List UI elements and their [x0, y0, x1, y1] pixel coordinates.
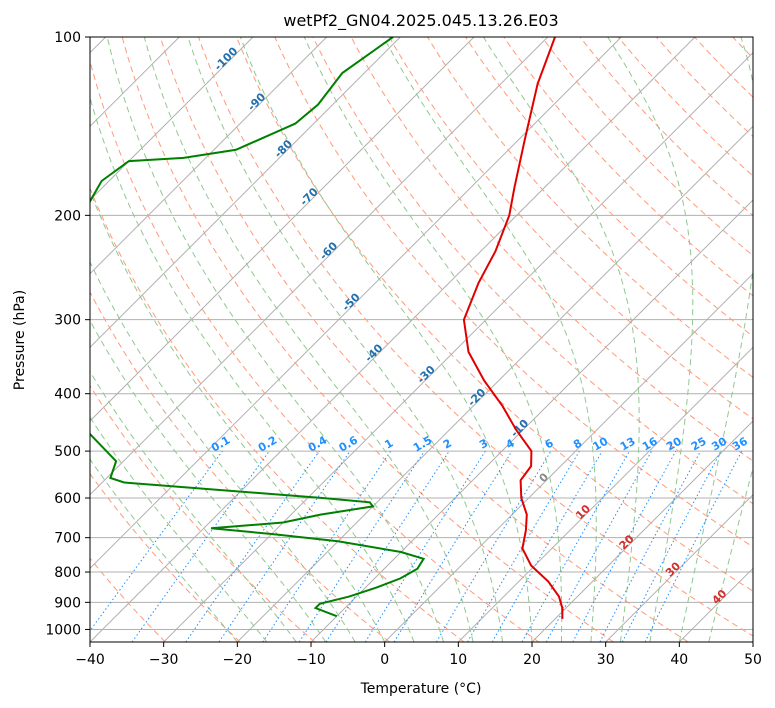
- plot-frame: [89, 36, 754, 643]
- dry-adiabat: [312, 37, 753, 505]
- y-tick-label: 700: [54, 531, 81, 547]
- isotherm-line: [384, 272, 753, 642]
- y-tick-label: 400: [54, 387, 81, 403]
- moist-adiabat: [678, 37, 753, 642]
- dry-adiabat: [121, 37, 614, 642]
- mixing-ratio-line: [435, 450, 552, 642]
- y-axis-label: Pressure (hPa): [12, 290, 28, 390]
- moist-adiabat: [90, 319, 327, 642]
- x-tick-label: 30: [597, 652, 615, 668]
- x-axis-label: Temperature (°C): [360, 681, 482, 697]
- isotherm-line: [90, 37, 696, 642]
- dry-adiabat: [90, 186, 465, 642]
- dry-adiabat: [388, 37, 753, 420]
- isotherm-line: [90, 37, 549, 496]
- moist-adiabat: [239, 37, 533, 642]
- temperature-profile-line: [462, 37, 564, 619]
- mixing-ratio-line: [218, 450, 351, 642]
- x-axis: −40 −30 −20 −10 0 10 20 30 40 50: [75, 642, 762, 668]
- moist-adiabat: [90, 416, 268, 642]
- dry-adiabat: [159, 37, 689, 642]
- moist-adiabat: [106, 37, 445, 642]
- moist-adiabat: [303, 37, 563, 642]
- isotherm-line: [531, 420, 753, 642]
- y-tick-label: 600: [54, 491, 81, 507]
- moist-adiabat: [90, 370, 297, 642]
- y-tick-label: 200: [54, 208, 81, 224]
- y-tick-label: 800: [54, 565, 81, 581]
- dry-adiabat: [617, 37, 753, 177]
- x-tick-label: 40: [670, 652, 688, 668]
- dry-adiabat: [90, 291, 390, 642]
- mixing-ratio-line: [364, 450, 486, 642]
- y-tick-label: 1000: [45, 622, 81, 638]
- dewpoint-profile-line: [90, 37, 426, 618]
- moist-adiabat: [187, 37, 503, 642]
- dry-adiabat: [236, 37, 753, 592]
- moist-adiabat: [90, 458, 238, 642]
- dry-adiabat: [426, 37, 753, 378]
- isotherm-line: [605, 493, 753, 642]
- moist-adiabat: [90, 96, 415, 642]
- x-tick-label: 0: [380, 652, 389, 668]
- mixing-ratio-line: [185, 450, 320, 642]
- mixing-ratio-line: [131, 450, 270, 642]
- isotherm-line: [90, 37, 254, 201]
- y-tick-label: 100: [54, 30, 81, 46]
- mixing-ratio-line: [325, 450, 450, 642]
- y-tick-label: 900: [54, 595, 81, 611]
- mixing-ratio-line: [491, 450, 603, 642]
- mixing-ratio-line: [521, 450, 630, 642]
- dry-adiabat: [90, 59, 540, 642]
- x-tick-label: −40: [75, 652, 105, 668]
- y-tick-label: 500: [54, 444, 81, 460]
- chart-title: wetPf2_GN04.2025.045.13.26.E03: [283, 11, 558, 31]
- isotherm-line: [90, 37, 401, 349]
- moist-adiabat: [383, 37, 597, 642]
- y-tick-label: 300: [54, 313, 81, 329]
- mixing-ratio-line: [572, 450, 677, 642]
- x-tick-label: −20: [223, 652, 253, 668]
- isotherm-line: [90, 37, 622, 570]
- moist-adiabat: [482, 37, 640, 642]
- moist-adiabat: [90, 260, 356, 642]
- mixing-ratio-line: [90, 450, 223, 632]
- dry-adiabat: [274, 37, 753, 548]
- dry-adiabat: [198, 37, 753, 637]
- x-tick-label: −10: [296, 652, 326, 668]
- x-tick-label: 20: [523, 652, 541, 668]
- dry-adiabat: [503, 37, 753, 297]
- y-axis: 100 200 300 400 500 600 700 800 900 1000: [45, 30, 90, 638]
- x-tick-label: 50: [744, 652, 762, 668]
- mixing-ratio-line: [393, 450, 513, 642]
- moist-adiabat: [90, 189, 386, 642]
- isotherm-line: [90, 37, 475, 422]
- isotherm-line: [90, 37, 328, 275]
- isotherm-line: [310, 199, 753, 642]
- dry-adiabat: [90, 384, 316, 642]
- moist-adiabat: [607, 37, 694, 642]
- mixing-ratio-line: [467, 450, 580, 642]
- x-tick-label: −30: [149, 652, 179, 668]
- x-tick-label: 10: [449, 652, 467, 668]
- moist-adiabat: [708, 466, 753, 642]
- moist-adiabat: [143, 37, 474, 642]
